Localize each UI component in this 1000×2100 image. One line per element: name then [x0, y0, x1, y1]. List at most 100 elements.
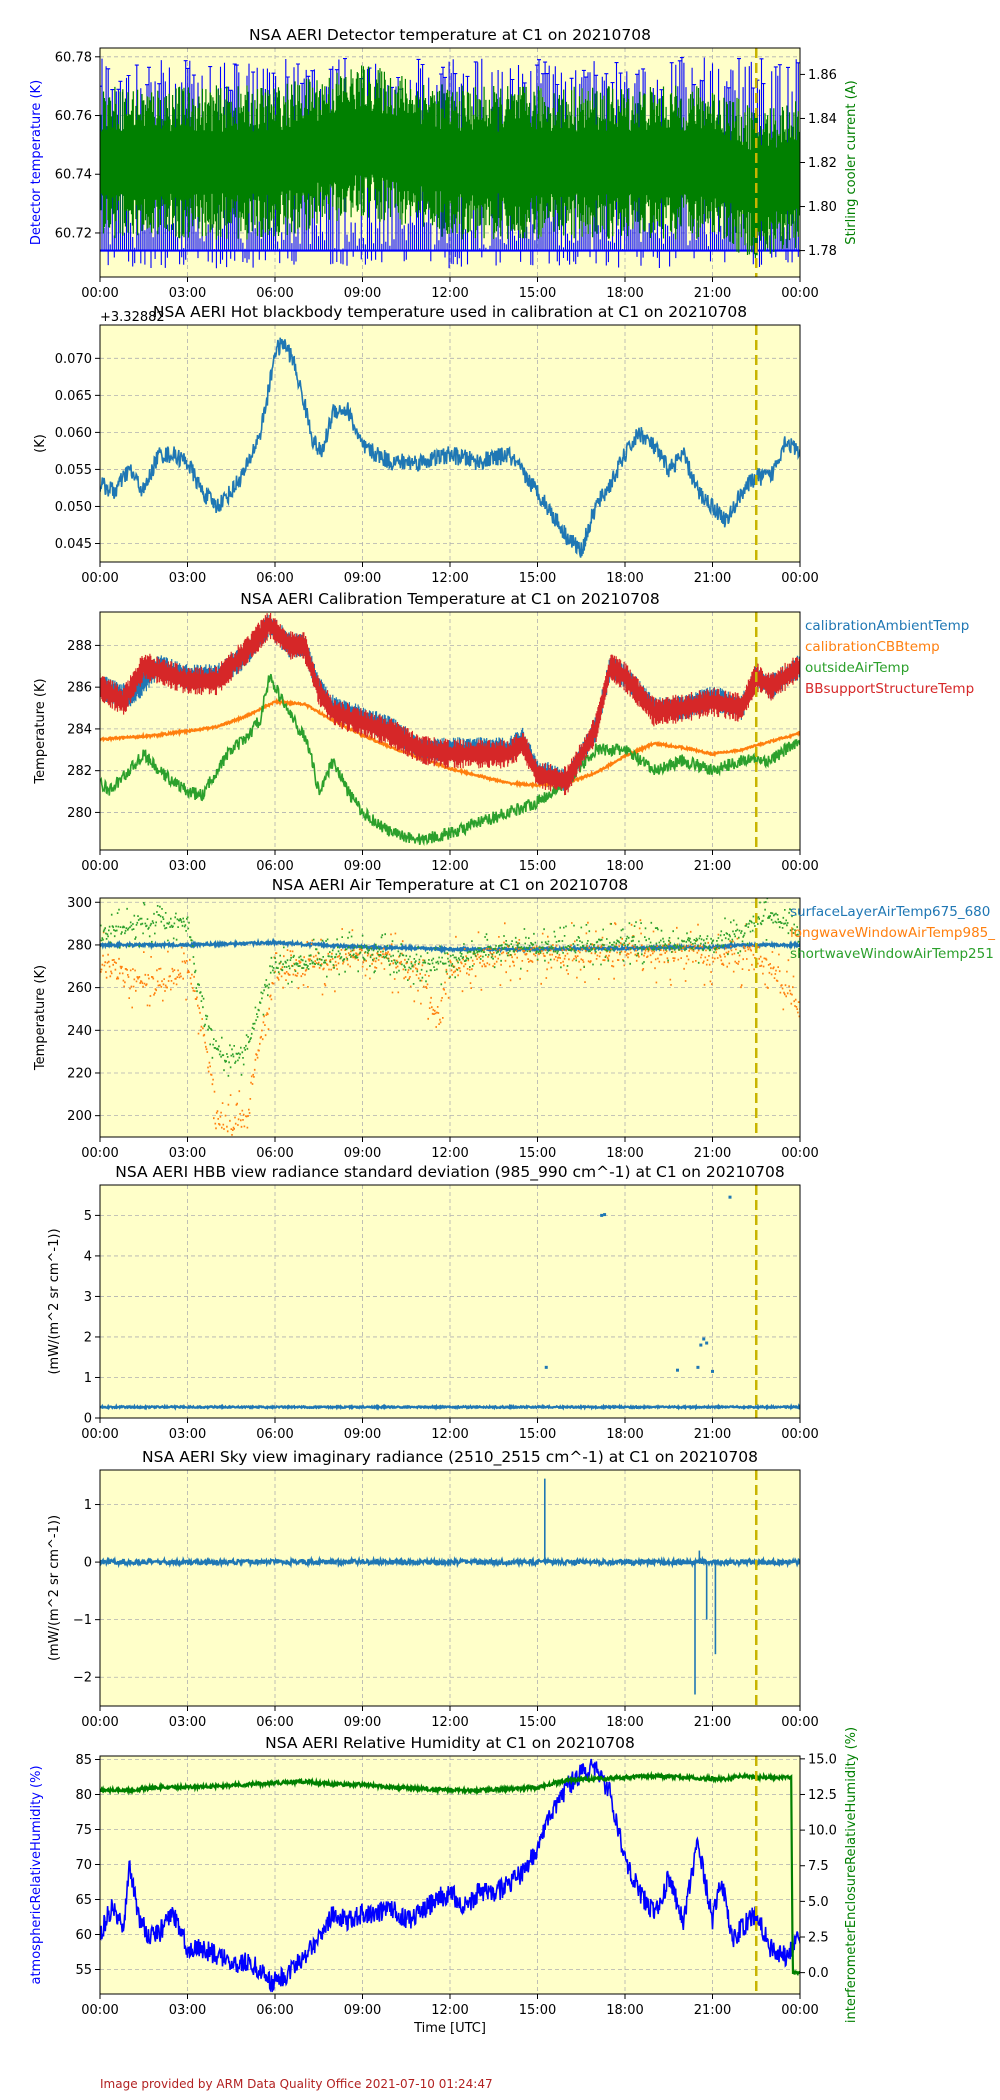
- y-tick-label: 288: [67, 639, 92, 654]
- y-tick-label: 60.74: [55, 168, 92, 183]
- legend-entry: surfaceLayerAirTemp675_680: [790, 904, 990, 920]
- x-tick-label: 21:00: [694, 1715, 731, 1730]
- x-tick-label: 00:00: [81, 2003, 118, 2018]
- y-tick-label: 286: [67, 681, 92, 696]
- series-series1: [100, 337, 800, 558]
- y-tick-label: 60.76: [55, 109, 92, 124]
- x-tick-label: 12:00: [431, 859, 468, 874]
- y-tick-label: 70: [75, 1858, 92, 1873]
- x-tick-label: 00:00: [781, 1715, 818, 1730]
- y-tick-label: 280: [67, 938, 92, 953]
- data-layer: [100, 898, 800, 1136]
- chart-panel-1: 00:00 03:00 06:00 09:00 12:00 15:00 18:00 21:00…: [29, 26, 859, 301]
- footer-credit: Image provided by ARM Data Quality Offic…: [100, 2077, 493, 2091]
- chart-panel-7: 00:00 03:00 06:00 09:00 12:00 15:00 18:00 21:00…: [29, 1727, 859, 2036]
- x-tick-label: 03:00: [169, 1146, 206, 1161]
- data-point: [705, 1341, 709, 1345]
- y-tick-label: 0.055: [55, 463, 92, 478]
- y2-axis-label: Stirling cooler current (A): [844, 80, 859, 244]
- x-axis: 00:00 03:00 06:00 09:00 12:00 15:00 18:00 21:00…: [81, 562, 819, 586]
- y-tick-label: 282: [67, 764, 92, 779]
- y-tick-label: 240: [67, 1024, 92, 1039]
- y2-tick-label: 0.0: [808, 1966, 829, 1981]
- y-axis-label: Temperature (K): [33, 965, 48, 1071]
- x-tick-label: 00:00: [781, 859, 818, 874]
- x-tick-label: 15:00: [519, 571, 556, 586]
- x-axis: 00:00 03:00 06:00 09:00 12:00 15:00 18:00 21:00…: [81, 277, 819, 301]
- y2-tick-label: 2.5: [808, 1930, 829, 1945]
- y-tick-label: 0.060: [55, 426, 92, 441]
- y-axis: 280 282 284 286 288: [67, 639, 100, 821]
- legend-entry: longwaveWindowAirTemp985_: [790, 925, 995, 941]
- data-layer: [100, 613, 800, 847]
- x-tick-label: 18:00: [606, 1427, 643, 1442]
- y-axis: 0 1 2 3 4 5: [84, 1209, 100, 1427]
- y-tick-label: 60.78: [55, 50, 92, 65]
- y-tick-label: −2: [73, 1671, 92, 1686]
- y-tick-label: −1: [73, 1613, 92, 1628]
- chart-panel-4: 00:00 03:00 06:00 09:00 12:00 15:00 18:00 21:00…: [33, 876, 995, 1161]
- series-scatter: [100, 898, 800, 1077]
- chart-title: NSA AERI Hot blackbody temperature used …: [153, 303, 747, 321]
- y-tick-label: 0: [84, 1412, 92, 1427]
- data-layer: [100, 1195, 800, 1411]
- y-tick-label: 65: [75, 1893, 92, 1908]
- data-point: [603, 1213, 607, 1217]
- chart-panel-5: 00:00 03:00 06:00 09:00 12:00 15:00 18:00 21:00…: [47, 1163, 819, 1442]
- series-series2: [544, 1195, 732, 1373]
- series-band: [100, 65, 800, 259]
- legend: surfaceLayerAirTemp675_680 longwaveWindow…: [790, 904, 995, 962]
- x-tick-label: 06:00: [256, 1715, 293, 1730]
- x-tick-label: 09:00: [344, 2003, 381, 2018]
- y2-tick-label: 10.0: [808, 1824, 837, 1839]
- y2-tick-label: 1.80: [808, 200, 837, 215]
- y-tick-label: 85: [75, 1753, 92, 1768]
- y-tick-label: 60: [75, 1928, 92, 1943]
- series-line: [100, 1770, 800, 1977]
- y-tick-label: 220: [67, 1066, 92, 1081]
- x-tick-label: 09:00: [344, 859, 381, 874]
- chart-panel-3: 00:00 03:00 06:00 09:00 12:00 15:00 18:00 21:00…: [33, 590, 974, 874]
- y-tick-label: 300: [67, 896, 92, 911]
- chart-title: NSA AERI Sky view imaginary radiance (25…: [142, 1448, 758, 1467]
- series-outsideAirTemp: [100, 673, 800, 847]
- x-axis-label: Time [UTC]: [413, 2021, 486, 2036]
- y-tick-label: 200: [67, 1109, 92, 1124]
- y-tick-label: 0.065: [55, 389, 92, 404]
- series-line: [100, 1403, 800, 1411]
- y-axis-label: (mW/(m^2 sr cm^-1)): [47, 1515, 62, 1661]
- y-axis-label: (mW/(m^2 sr cm^-1)): [47, 1228, 62, 1374]
- chart-panel-2: 00:00 03:00 06:00 09:00 12:00 15:00 18:00 21:00…: [33, 303, 819, 586]
- x-tick-label: 21:00: [694, 571, 731, 586]
- x-tick-label: 15:00: [519, 2003, 556, 2018]
- x-tick-label: 03:00: [169, 286, 206, 301]
- x-tick-label: 21:00: [694, 1427, 731, 1442]
- x-tick-label: 09:00: [344, 1146, 381, 1161]
- x-tick-label: 06:00: [256, 571, 293, 586]
- y-tick-label: 0.050: [55, 500, 92, 515]
- x-tick-label: 06:00: [256, 1146, 293, 1161]
- x-tick-label: 21:00: [694, 286, 731, 301]
- x-tick-label: 12:00: [431, 1146, 468, 1161]
- grid: [99, 1756, 801, 1994]
- x-tick-label: 00:00: [781, 1146, 818, 1161]
- legend-entry: outsideAirTemp: [805, 660, 909, 676]
- y2-tick-label: 5.0: [808, 1895, 829, 1910]
- x-tick-label: 00:00: [781, 1427, 818, 1442]
- series-line: [100, 673, 800, 847]
- x-tick-label: 00:00: [81, 1146, 118, 1161]
- x-tick-label: 06:00: [256, 1427, 293, 1442]
- legend-entry: calibrationAmbientTemp: [805, 618, 969, 634]
- series-atmosphericRelativeHumidity: [100, 1758, 800, 1993]
- data-point: [728, 1195, 732, 1199]
- x-tick-label: 18:00: [606, 2003, 643, 2018]
- series-calibrationCBBtemp: [100, 697, 800, 790]
- x-tick-label: 15:00: [519, 286, 556, 301]
- x-axis: 00:00 03:00 06:00 09:00 12:00 15:00 18:00 21:00…: [81, 1706, 819, 1730]
- x-tick-label: 15:00: [519, 1146, 556, 1161]
- x-tick-label: 21:00: [694, 2003, 731, 2018]
- legend-entry: shortwaveWindowAirTemp251: [790, 946, 994, 962]
- data-layer: [100, 1478, 800, 1695]
- x-tick-label: 00:00: [81, 286, 118, 301]
